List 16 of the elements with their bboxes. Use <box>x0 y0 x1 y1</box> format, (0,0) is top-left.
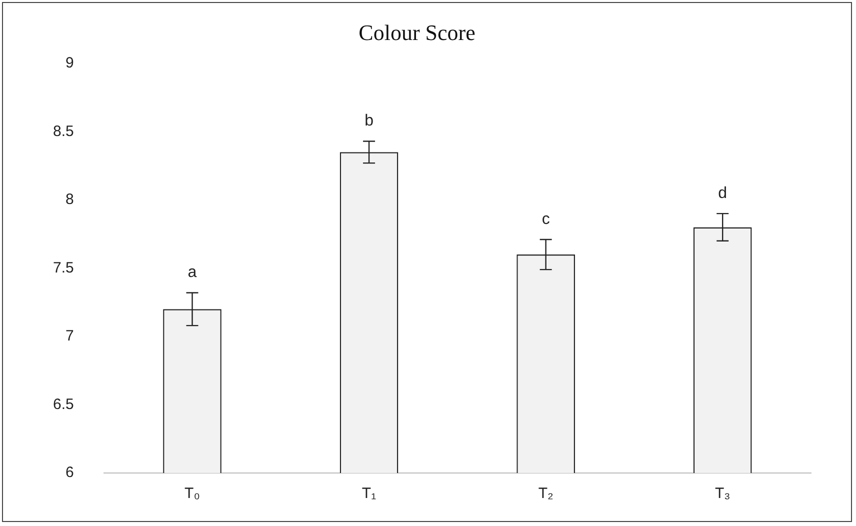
y-tick-label: 6 <box>66 464 74 482</box>
y-tick-label: 8.5 <box>52 122 74 140</box>
chart-title: Colour Score <box>358 20 476 45</box>
x-tick-label: T₂ <box>538 485 554 502</box>
x-tick-label: T₃ <box>714 485 730 502</box>
y-tick-label: 7.5 <box>52 259 74 276</box>
x-tick-label: T₁ <box>362 485 376 502</box>
x-tick-label: T₀ <box>184 485 200 502</box>
y-tick-label: 9 <box>66 54 74 72</box>
y-tick-label: 8 <box>66 191 74 208</box>
annotation: b <box>364 112 374 130</box>
y-tick-label: 6.5 <box>52 396 74 413</box>
annotation: c <box>542 210 550 228</box>
annotation: d <box>718 184 728 202</box>
annotation: a <box>188 264 197 282</box>
y-tick-label: 7 <box>66 328 74 345</box>
